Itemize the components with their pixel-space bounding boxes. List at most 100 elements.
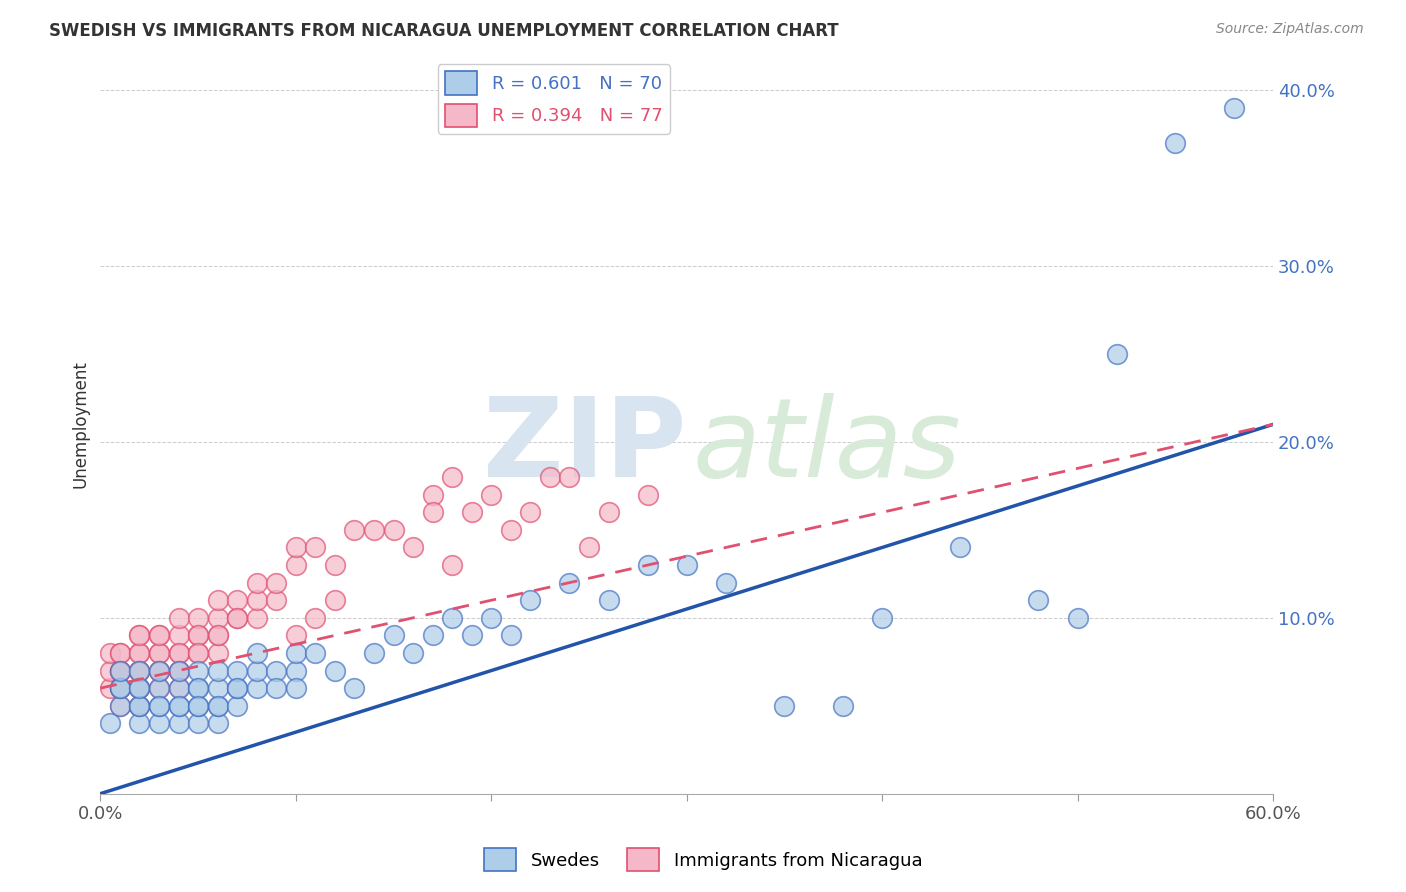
Point — [167, 698, 190, 713]
Text: ZIP: ZIP — [484, 393, 686, 500]
Point — [422, 488, 444, 502]
Point — [207, 698, 229, 713]
Point — [246, 664, 269, 678]
Point — [246, 681, 269, 695]
Point — [167, 681, 190, 695]
Point — [499, 523, 522, 537]
Point — [187, 628, 209, 642]
Point — [167, 664, 190, 678]
Point — [98, 664, 121, 678]
Point — [207, 611, 229, 625]
Point — [98, 716, 121, 731]
Point — [460, 505, 482, 519]
Point — [167, 611, 190, 625]
Point — [284, 628, 307, 642]
Point — [128, 664, 150, 678]
Point — [187, 646, 209, 660]
Point — [226, 593, 249, 607]
Point — [148, 681, 170, 695]
Point — [870, 611, 893, 625]
Point — [187, 646, 209, 660]
Point — [479, 611, 502, 625]
Point — [246, 575, 269, 590]
Point — [284, 681, 307, 695]
Point — [422, 505, 444, 519]
Point — [519, 593, 541, 607]
Point — [343, 523, 366, 537]
Point — [264, 664, 287, 678]
Point — [187, 698, 209, 713]
Point — [402, 541, 425, 555]
Point — [578, 541, 600, 555]
Point — [148, 628, 170, 642]
Point — [108, 664, 131, 678]
Point — [167, 628, 190, 642]
Point — [382, 628, 405, 642]
Point — [479, 488, 502, 502]
Point — [675, 558, 697, 572]
Point — [1028, 593, 1050, 607]
Point — [323, 558, 346, 572]
Point — [264, 681, 287, 695]
Point — [128, 628, 150, 642]
Point — [246, 646, 269, 660]
Point — [264, 593, 287, 607]
Point — [187, 698, 209, 713]
Text: atlas: atlas — [693, 393, 962, 500]
Point — [773, 698, 796, 713]
Point — [323, 593, 346, 607]
Point — [128, 628, 150, 642]
Point — [1105, 347, 1128, 361]
Point — [558, 470, 581, 484]
Point — [304, 611, 326, 625]
Text: SWEDISH VS IMMIGRANTS FROM NICARAGUA UNEMPLOYMENT CORRELATION CHART: SWEDISH VS IMMIGRANTS FROM NICARAGUA UNE… — [49, 22, 839, 40]
Point — [108, 664, 131, 678]
Point — [108, 646, 131, 660]
Point — [98, 681, 121, 695]
Point — [226, 681, 249, 695]
Point — [128, 681, 150, 695]
Point — [167, 698, 190, 713]
Point — [1066, 611, 1088, 625]
Point — [108, 698, 131, 713]
Point — [441, 470, 464, 484]
Point — [304, 541, 326, 555]
Point — [128, 698, 150, 713]
Point — [519, 505, 541, 519]
Point — [264, 575, 287, 590]
Point — [187, 716, 209, 731]
Point — [128, 698, 150, 713]
Point — [402, 646, 425, 660]
Point — [284, 664, 307, 678]
Point — [207, 628, 229, 642]
Point — [108, 681, 131, 695]
Point — [108, 646, 131, 660]
Point — [226, 681, 249, 695]
Point — [284, 541, 307, 555]
Point — [558, 575, 581, 590]
Point — [108, 698, 131, 713]
Point — [284, 558, 307, 572]
Point — [637, 488, 659, 502]
Point — [148, 716, 170, 731]
Point — [363, 523, 385, 537]
Point — [128, 646, 150, 660]
Point — [167, 681, 190, 695]
Point — [441, 558, 464, 572]
Point — [148, 698, 170, 713]
Point — [363, 646, 385, 660]
Point — [207, 681, 229, 695]
Point — [246, 593, 269, 607]
Point — [207, 716, 229, 731]
Y-axis label: Unemployment: Unemployment — [72, 360, 89, 488]
Point — [246, 611, 269, 625]
Point — [128, 646, 150, 660]
Point — [167, 664, 190, 678]
Point — [382, 523, 405, 537]
Point — [108, 664, 131, 678]
Point — [460, 628, 482, 642]
Legend: R = 0.601   N = 70, R = 0.394   N = 77: R = 0.601 N = 70, R = 0.394 N = 77 — [437, 64, 669, 134]
Point — [108, 664, 131, 678]
Point — [128, 681, 150, 695]
Point — [148, 664, 170, 678]
